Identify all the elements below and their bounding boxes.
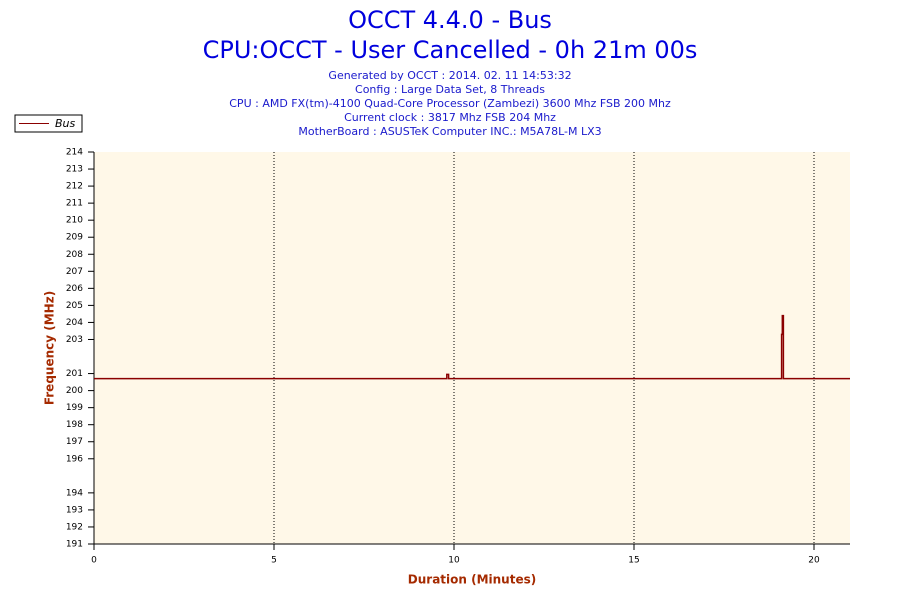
y-tick-label: 214	[66, 148, 83, 158]
y-tick-label: 200	[66, 386, 83, 396]
series-line	[94, 314, 850, 380]
info-line: CPU : AMD FX(tm)-4100 Quad-Core Processo…	[229, 97, 671, 110]
y-tick-label: 196	[66, 454, 83, 464]
y-tick-label: 199	[66, 403, 83, 413]
y-tick-label: 193	[66, 505, 83, 515]
y-tick-label: 198	[66, 420, 83, 430]
y-tick-label: 210	[66, 216, 83, 226]
y-tick-label: 204	[66, 318, 83, 328]
y-tick-label: 209	[66, 233, 83, 243]
info-line: Generated by OCCT : 2014. 02. 11 14:53:3…	[328, 69, 571, 82]
y-tick-label: 197	[66, 437, 83, 447]
info-line: Config : Large Data Set, 8 Threads	[355, 83, 545, 96]
legend-label: Bus	[55, 117, 76, 130]
y-tick-label: 208	[66, 250, 83, 260]
x-tick-label: 15	[628, 556, 639, 566]
y-tick-label: 192	[66, 522, 83, 532]
chart-subtitle: CPU:OCCT - User Cancelled - 0h 21m 00s	[203, 36, 698, 64]
y-tick-label: 194	[66, 488, 83, 498]
x-axis-label: Duration (Minutes)	[408, 573, 536, 587]
x-tick-label: 10	[448, 556, 460, 566]
y-tick-label: 212	[66, 182, 83, 192]
y-tick-label: 203	[66, 335, 83, 345]
y-tick-label: 206	[66, 284, 83, 294]
x-tick-label: 5	[271, 556, 277, 566]
y-tick-label: 213	[66, 165, 83, 175]
y-tick-label: 205	[66, 301, 83, 311]
y-tick-label: 191	[66, 540, 83, 550]
chart-title: OCCT 4.4.0 - Bus	[348, 6, 552, 34]
plot-area	[94, 152, 850, 544]
y-tick-label: 207	[66, 267, 83, 277]
y-tick-label: 201	[66, 369, 83, 379]
y-tick-label: 211	[66, 199, 83, 209]
x-tick-label: 0	[91, 556, 97, 566]
y-axis-label: Frequency (MHz)	[43, 291, 57, 405]
info-line: MotherBoard : ASUSTeK Computer INC.: M5A…	[298, 125, 601, 138]
info-line: Current clock : 3817 Mhz FSB 204 Mhz	[344, 111, 556, 124]
x-tick-label: 20	[808, 556, 820, 566]
